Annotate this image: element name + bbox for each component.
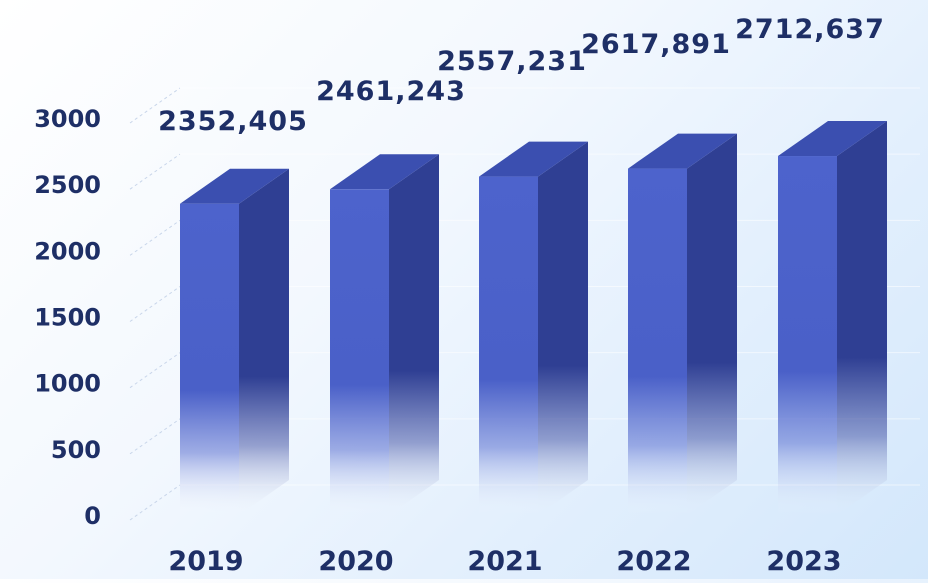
bar-top (330, 154, 439, 190)
bar-top (180, 168, 289, 204)
bar-2019 (180, 168, 289, 515)
bar-top (628, 133, 737, 169)
gridline-left (129, 352, 181, 389)
bar-top (479, 141, 588, 177)
data-label: 2461,243 (316, 76, 466, 107)
gridline-left (129, 219, 181, 256)
y-axis: 0 500 1000 1500 2000 2500 3000 (34, 105, 101, 530)
bar-side (239, 168, 289, 515)
y-tick-label: 500 (51, 436, 101, 464)
bar-front (778, 156, 837, 515)
bar-2021 (479, 141, 588, 516)
y-tick-label: 3000 (34, 105, 101, 133)
gridline-left (129, 286, 181, 322)
x-tick-label: 2022 (616, 546, 691, 577)
bar-front (330, 189, 389, 515)
bar-2023 (778, 121, 887, 515)
data-label: 2352,405 (158, 106, 308, 137)
bar-side (837, 121, 887, 515)
bar-side (538, 141, 588, 516)
x-tick-label: 2021 (467, 546, 542, 577)
bar-2020 (330, 154, 439, 515)
bar-side (389, 154, 439, 515)
bar-side (687, 133, 737, 516)
gridline-left (129, 87, 181, 124)
x-tick-label: 2023 (766, 546, 841, 577)
gridline-left (129, 153, 181, 190)
bar-front (628, 168, 687, 516)
y-tick-label: 1000 (34, 370, 101, 398)
data-label: 2617,891 (581, 29, 731, 60)
bar-top (778, 121, 887, 157)
x-axis: 2019 2020 2021 2022 2023 (168, 546, 841, 577)
data-label: 2557,231 (437, 46, 587, 77)
gridline-left (129, 418, 181, 455)
bars (180, 121, 887, 516)
x-tick-label: 2019 (168, 546, 243, 577)
y-tick-label: 2000 (34, 237, 101, 265)
bar-2022 (628, 133, 737, 516)
gridline-left (129, 484, 181, 521)
x-tick-label: 2020 (318, 546, 393, 577)
y-tick-label: 1500 (34, 304, 101, 332)
bar-front (180, 203, 239, 515)
y-tick-label: 2500 (34, 171, 101, 199)
data-label: 2712,637 (735, 14, 885, 45)
y-tick-label: 0 (84, 502, 101, 530)
bar-front (479, 176, 538, 516)
